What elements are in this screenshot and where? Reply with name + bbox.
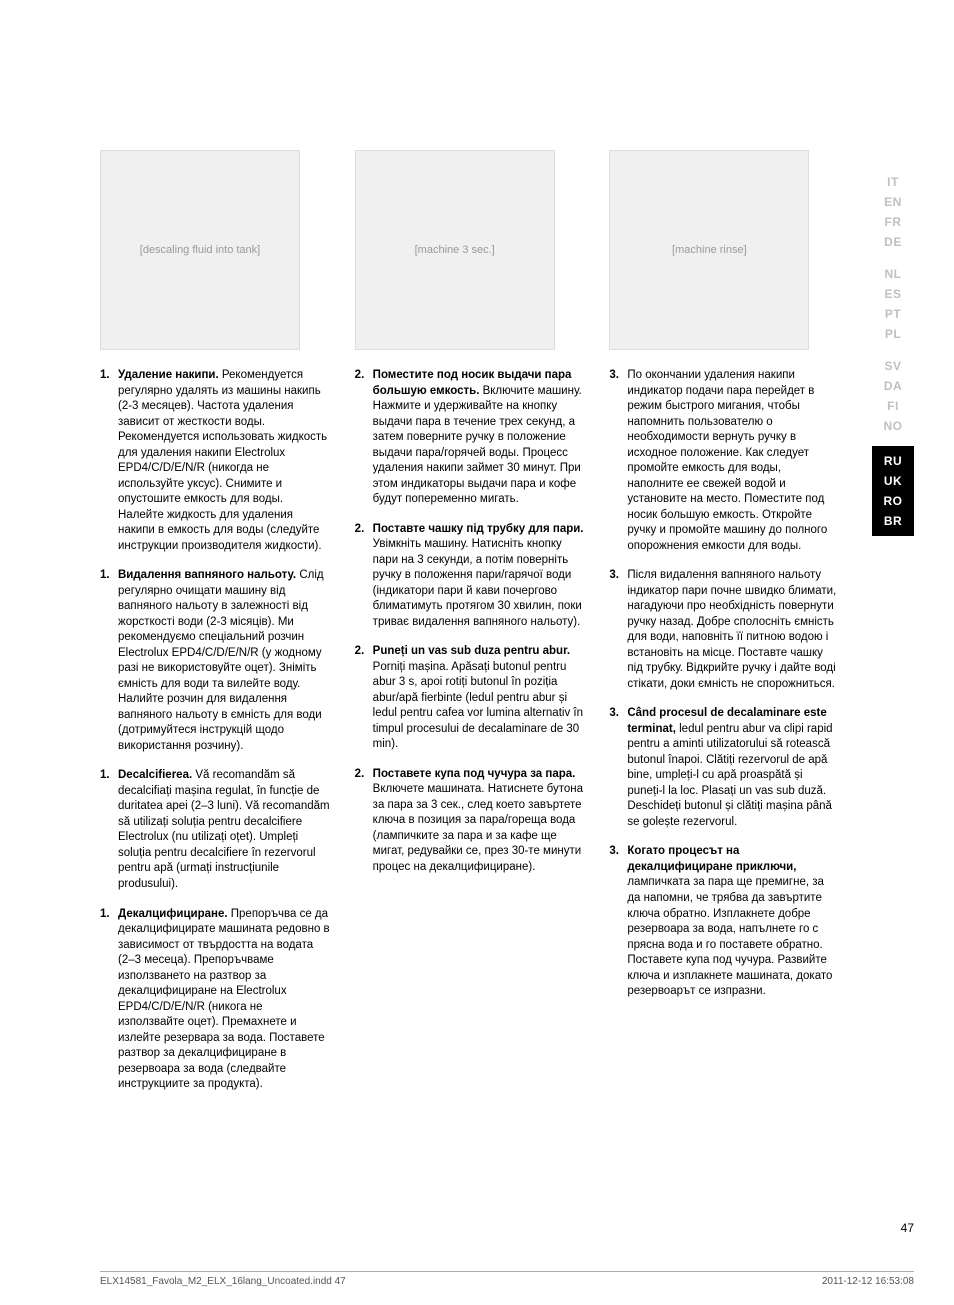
- lang-group-1: IT EN FR DE: [872, 170, 914, 254]
- entry-lead: Decalcifierea.: [118, 769, 192, 781]
- lang-ru: RU: [872, 451, 914, 471]
- entry-body: Після видалення вапняного нальоту індика…: [627, 568, 840, 692]
- entry-br-1: 1. Декалцифициране. Препоръчва се да дек…: [100, 907, 331, 1093]
- lang-fr: FR: [872, 212, 914, 232]
- entry-br-2: 2. Поставете купа под чучура за пара. Вк…: [355, 767, 586, 876]
- entry-body: Удаление накипи. Рекомендуется регулярно…: [118, 368, 331, 554]
- lang-it: IT: [872, 172, 914, 192]
- lang-group-2: NL ES PT PL: [872, 262, 914, 346]
- entry-number: 2.: [355, 767, 373, 876]
- entry-number: 2.: [355, 522, 373, 631]
- entry-text: По окончании удаления накипи индикатор п…: [627, 369, 827, 552]
- lang-pl: PL: [872, 324, 914, 344]
- language-sidebar: IT EN FR DE NL ES PT PL SV DA FI NO RU U…: [872, 170, 914, 544]
- entry-body: Поместите под носик выдачи пара большую …: [373, 368, 586, 508]
- entry-body: Puneți un vas sub duza pentru abur. Porn…: [373, 644, 586, 753]
- lang-br: BR: [872, 511, 914, 531]
- lang-nl: NL: [872, 264, 914, 284]
- lang-ro: RO: [872, 491, 914, 511]
- entry-number: 3.: [609, 568, 627, 692]
- entry-text: Рекомендуется регулярно удалять из машин…: [118, 369, 327, 552]
- entry-text: Включете машината. Натиснете бутона за п…: [373, 783, 583, 873]
- lang-en: EN: [872, 192, 914, 212]
- entry-number: 1.: [100, 368, 118, 554]
- entry-body: Когато процесът на декалцифициране прикл…: [627, 844, 840, 999]
- entry-lead: Видалення вапняного нальоту.: [118, 569, 296, 581]
- entry-text: Vă recomandăm să decalcifiați mașina reg…: [118, 769, 330, 890]
- entry-number: 2.: [355, 644, 373, 753]
- entry-body: Видалення вапняного нальоту. Слід регуля…: [118, 568, 331, 754]
- lang-group-3: SV DA FI NO: [872, 354, 914, 438]
- entry-number: 3.: [609, 368, 627, 554]
- entry-ru-1: 1. Удаление накипи. Рекомендуется регуля…: [100, 368, 331, 554]
- entry-number: 1.: [100, 768, 118, 892]
- entry-text: ledul pentru abur va clipi rapid pentru …: [627, 723, 832, 828]
- entry-body: Декалцифициране. Препоръчва се да декалц…: [118, 907, 331, 1093]
- entry-uk-2: 2. Поставте чашку під трубку для пари. У…: [355, 522, 586, 631]
- entry-text: Включите машину. Нажмите и удерживайте н…: [373, 385, 582, 506]
- entry-body: Decalcifierea. Vă recomandăm să decalcif…: [118, 768, 331, 892]
- entry-lead: Поставете купа под чучура за пара.: [373, 768, 576, 780]
- entry-lead: Puneți un vas sub duza pentru abur.: [373, 645, 570, 657]
- entry-text: Слід регулярно очищати машину від вапнян…: [118, 569, 324, 752]
- column-3: [machine rinse] 3. По окончании удаления…: [609, 150, 840, 1107]
- column-1: [descaling fluid into tank] 1. Удаление …: [100, 150, 331, 1107]
- entry-ru-2: 2. Поместите под носик выдачи пара больш…: [355, 368, 586, 508]
- figure-1: [descaling fluid into tank]: [100, 150, 300, 350]
- entry-text: лампичката за пара ще премигне, за да на…: [627, 876, 832, 997]
- entry-lead: Декалцифициране.: [118, 908, 228, 920]
- footer: ELX14581_Favola_M2_ELX_16lang_Uncoated.i…: [100, 1271, 914, 1287]
- content-columns: [descaling fluid into tank] 1. Удаление …: [100, 150, 914, 1107]
- entry-lead: Поставте чашку під трубку для пари.: [373, 523, 584, 535]
- entry-body: Când procesul de decalaminare este termi…: [627, 706, 840, 830]
- entry-uk-3: 3. Після видалення вапняного нальоту інд…: [609, 568, 840, 692]
- page-number: 47: [901, 1221, 914, 1235]
- entry-number: 2.: [355, 368, 373, 508]
- entry-text: Після видалення вапняного нальоту індика…: [627, 569, 836, 690]
- entry-uk-1: 1. Видалення вапняного нальоту. Слід рег…: [100, 568, 331, 754]
- entry-ru-3: 3. По окончании удаления накипи индикато…: [609, 368, 840, 554]
- entry-ro-3: 3. Când procesul de decalaminare este te…: [609, 706, 840, 830]
- entry-br-3: 3. Когато процесът на декалцифициране пр…: [609, 844, 840, 999]
- entry-body: Поставете купа под чучура за пара. Включ…: [373, 767, 586, 876]
- figure-3: [machine rinse]: [609, 150, 809, 350]
- footer-filename: ELX14581_Favola_M2_ELX_16lang_Uncoated.i…: [100, 1276, 346, 1287]
- lang-group-4-active: RU UK RO BR: [872, 446, 914, 536]
- entry-number: 1.: [100, 907, 118, 1093]
- lang-de: DE: [872, 232, 914, 252]
- lang-da: DA: [872, 376, 914, 396]
- entry-number: 3.: [609, 706, 627, 830]
- entry-number: 1.: [100, 568, 118, 754]
- entry-ro-2: 2. Puneți un vas sub duza pentru abur. P…: [355, 644, 586, 753]
- entry-ro-1: 1. Decalcifierea. Vă recomandăm să decal…: [100, 768, 331, 892]
- lang-uk: UK: [872, 471, 914, 491]
- lang-sv: SV: [872, 356, 914, 376]
- entry-number: 3.: [609, 844, 627, 999]
- lang-pt: PT: [872, 304, 914, 324]
- column-2: [machine 3 sec.] 2. Поместите под носик …: [355, 150, 586, 1107]
- lang-es: ES: [872, 284, 914, 304]
- page-container: [descaling fluid into tank] 1. Удаление …: [0, 0, 954, 1305]
- entry-text: Увімкніть машину. Натисніть кнопку пари …: [373, 538, 582, 628]
- entry-body: Поставте чашку під трубку для пари. Увім…: [373, 522, 586, 631]
- entry-text: Препоръчва се да декалцифицирате машинат…: [118, 908, 330, 1091]
- lang-fi: FI: [872, 396, 914, 416]
- footer-timestamp: 2011-12-12 16:53:08: [822, 1276, 914, 1287]
- entry-lead: Удаление накипи.: [118, 369, 219, 381]
- entry-text: Porniți mașina. Apăsați butonul pentru a…: [373, 661, 583, 751]
- lang-no: NO: [872, 416, 914, 436]
- entry-lead: Когато процесът на декалцифициране прикл…: [627, 845, 796, 873]
- entry-body: По окончании удаления накипи индикатор п…: [627, 368, 840, 554]
- figure-2: [machine 3 sec.]: [355, 150, 555, 350]
